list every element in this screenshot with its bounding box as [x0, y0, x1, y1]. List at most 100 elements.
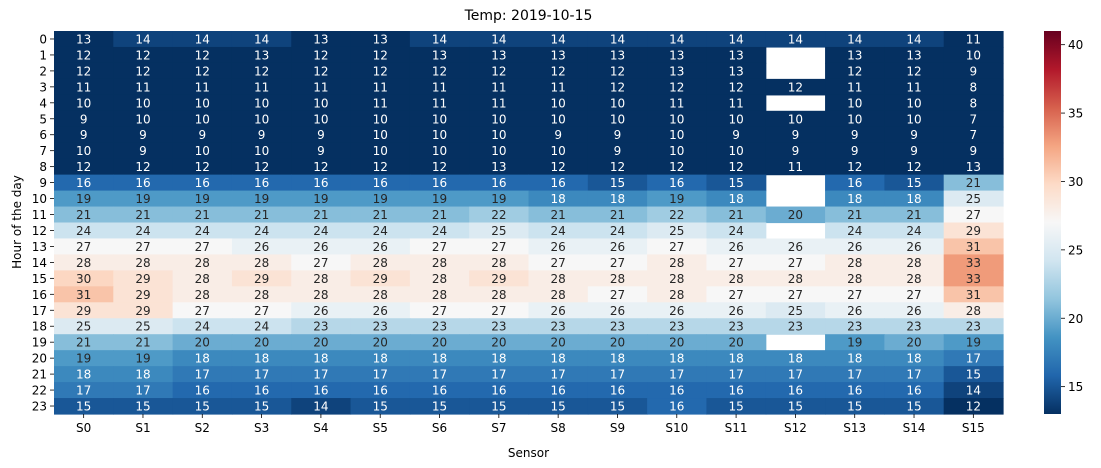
cell-value-label: 13: [491, 160, 506, 174]
cell-value-label: 12: [373, 160, 388, 174]
cell-value-label: 10: [254, 112, 269, 126]
cell-value-label: 8: [970, 80, 978, 94]
heatmap-cell: [765, 302, 826, 319]
x-tick-label: S14: [903, 421, 926, 435]
cell-value-label: 18: [669, 352, 684, 366]
cell-value-label: 16: [313, 176, 328, 190]
heatmap-cell: [231, 350, 292, 367]
heatmap-cell: [469, 31, 530, 48]
cell-value-label: 29: [491, 272, 506, 286]
cell-value-label: 15: [76, 400, 91, 414]
heatmap-cell: [884, 78, 945, 96]
cell-value-label: 24: [373, 224, 388, 238]
heatmap-cell: [884, 46, 945, 64]
heatmap-cell: [943, 334, 1004, 351]
cell-value-label: 28: [847, 272, 862, 286]
cell-value-label: 28: [669, 256, 684, 270]
cell-value-label: 14: [135, 32, 150, 46]
x-tick-label: S4: [313, 421, 328, 435]
cell-value-label: 26: [906, 240, 921, 254]
cell-value-label: 20: [195, 336, 210, 350]
cell-value-label: 17: [551, 368, 566, 382]
heatmap-cell: [350, 382, 411, 399]
heatmap-cell: [409, 318, 470, 335]
heatmap-cell: [825, 222, 885, 240]
heatmap-cell: [765, 142, 826, 160]
heatmap-cell: [469, 126, 530, 144]
heatmap-cell: [884, 366, 945, 383]
y-tick-label: 21: [32, 368, 47, 382]
cell-value-label: 16: [195, 176, 210, 190]
cell-value-label: 12: [76, 160, 91, 174]
heatmap-cell: [587, 350, 648, 367]
heatmap-cell: [231, 286, 292, 303]
heatmap-cell: [528, 398, 589, 415]
cell-value-label: 10: [669, 112, 684, 126]
cell-value-label: 26: [728, 304, 743, 318]
cell-value-label: 27: [254, 304, 269, 318]
heatmap-cell: [172, 238, 233, 256]
cell-value-label: 27: [966, 208, 981, 222]
heatmap-cell: [409, 350, 470, 367]
cell-value-label: 20: [254, 336, 269, 350]
heatmap-cell: [231, 190, 292, 208]
heatmap-cell: [587, 31, 648, 48]
cell-value-label: 17: [610, 368, 625, 382]
cell-value-label: 23: [610, 320, 625, 334]
cell-value-label: 16: [432, 176, 447, 190]
heatmap-cell: [706, 110, 767, 128]
cell-value-label: 11: [135, 80, 150, 94]
heatmap-cell: [647, 174, 708, 192]
heatmap-cell: [884, 318, 945, 335]
heatmap-cell: [54, 366, 114, 383]
cell-value-label: 10: [76, 144, 91, 158]
heatmap-cell: [469, 254, 530, 271]
heatmap-cell: [54, 286, 114, 303]
cell-value-label: 29: [254, 272, 269, 286]
cell-value-label: 28: [432, 288, 447, 302]
heatmap-cell: [647, 158, 708, 176]
cell-value-label: 12: [195, 160, 210, 174]
heatmap-cell: [291, 270, 352, 287]
cell-value-label: 15: [432, 400, 447, 414]
heatmap-cell: [706, 78, 767, 96]
cell-value-label: 29: [135, 288, 150, 302]
heatmap-cell: [350, 222, 411, 240]
x-tick-label: S0: [76, 421, 91, 435]
cell-value-label: 10: [728, 112, 743, 126]
heatmap-cell: [706, 206, 767, 224]
heatmap-cell: [469, 142, 530, 160]
cell-value-label: 12: [788, 80, 803, 94]
cell-value-label: 27: [135, 240, 150, 254]
cell-value-label: 25: [491, 224, 506, 238]
cell-value-label: 19: [491, 192, 506, 206]
heatmap-cell: [765, 286, 826, 303]
cell-value-label: 12: [195, 48, 210, 62]
cell-value-label: 24: [728, 224, 743, 238]
cell-value-label: 10: [254, 144, 269, 158]
heatmap-cell: [231, 62, 292, 80]
heatmap-cell: [647, 238, 708, 256]
heatmap-cell: [231, 174, 292, 192]
cell-value-label: 16: [669, 400, 684, 414]
y-axis-label: Hour of the day: [10, 175, 24, 269]
heatmap-cell: [409, 286, 470, 303]
y-tick-label: 17: [32, 304, 47, 318]
heatmap-cell: [765, 31, 826, 48]
cell-value-label: 19: [76, 192, 91, 206]
heatmap-cell: [172, 206, 233, 224]
heatmap-cell: [943, 302, 1004, 319]
heatmap-cell: [706, 302, 767, 319]
cell-value-label: 24: [906, 224, 921, 238]
cell-value-label: 26: [551, 304, 566, 318]
heatmap-cell: [647, 126, 708, 144]
cell-value-label: 9: [792, 144, 800, 158]
heatmap-cell: [409, 62, 470, 80]
cell-value-label: 18: [788, 352, 803, 366]
cell-value-label: 15: [373, 400, 388, 414]
heatmap-cell: [113, 302, 174, 319]
cell-value-label: 12: [432, 64, 447, 78]
heatmap-cell: [587, 62, 648, 80]
heatmap-cell: [765, 158, 826, 176]
heatmap-cell: [943, 190, 1004, 208]
